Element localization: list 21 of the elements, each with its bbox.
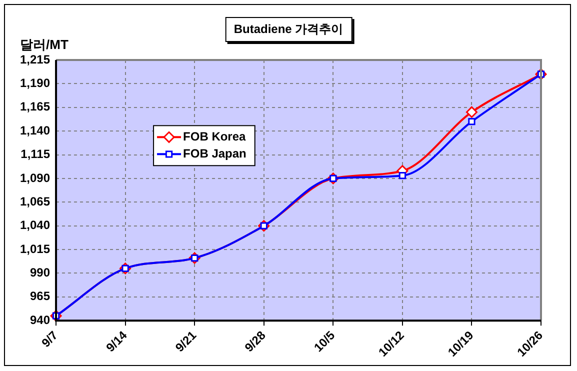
y-tick-label: 1,190: [20, 76, 50, 90]
y-tick-label: 1,115: [20, 147, 50, 162]
y-tick-label: 940: [30, 312, 50, 327]
y-tick-label: 1,040: [20, 218, 50, 232]
point: [466, 106, 478, 118]
y-tick-label: 1,165: [20, 100, 50, 114]
y-tick-label: 990: [30, 266, 50, 280]
y-tick-label: 965: [30, 289, 50, 304]
y-tick-label: 1,140: [20, 123, 50, 138]
y-tick-label: 1,215: [20, 52, 50, 66]
y-tick-label: 1,015: [20, 242, 50, 256]
y-tick-label: 1,090: [20, 170, 50, 185]
legend-label: FOB Korea: [183, 129, 246, 144]
x-tick-label: 9/7: [38, 328, 61, 350]
legend-label: FOB Japan: [183, 146, 246, 160]
point: [468, 118, 476, 126]
x-tick-label: 9/21: [172, 328, 200, 355]
chart-title: Butadiene 가격추이: [224, 17, 352, 42]
point: [398, 172, 406, 180]
y-axis-title: 달러/MT: [20, 36, 68, 54]
y-tick-label: 1,065: [20, 194, 50, 208]
